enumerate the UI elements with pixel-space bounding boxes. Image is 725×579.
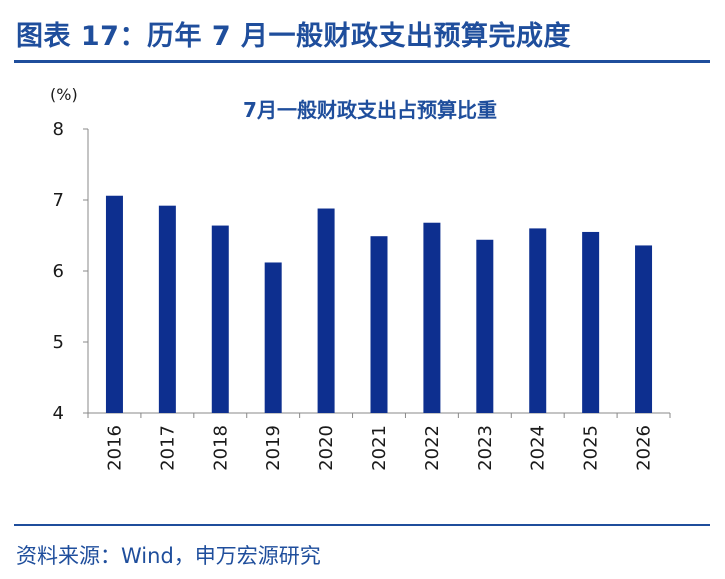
- bottom-divider: [14, 524, 710, 526]
- source-note: 资料来源：Wind，申万宏源研究: [16, 544, 321, 568]
- x-tick-label: 2016: [104, 425, 125, 471]
- bar-2023: [476, 239, 494, 413]
- bar-2024: [529, 228, 547, 413]
- x-tick-label: 2022: [422, 425, 443, 471]
- bar-2021: [370, 236, 388, 413]
- x-tick-label: 2021: [369, 425, 390, 471]
- bar-chart: 7月一般财政支出占预算比重 (%) 4 5 6 7 8 2016 2017 2018 2019…: [50, 85, 671, 471]
- x-tick-label: 2026: [634, 425, 655, 471]
- y-axis-unit-label: (%): [50, 85, 78, 104]
- bars-group: [105, 195, 653, 413]
- x-tick-label: 2018: [210, 425, 231, 471]
- x-tick-label: 2023: [475, 425, 496, 471]
- bar-2026: [635, 245, 653, 413]
- y-tick-label: 7: [53, 190, 64, 211]
- bar-2018: [211, 225, 229, 413]
- x-tick-labels: 2016 2017 2018 2019 2020 2021 2022 2023 2024 2025…: [104, 425, 654, 471]
- top-divider: [14, 60, 710, 63]
- bar-2019: [264, 262, 282, 413]
- y-tick-label: 5: [53, 332, 64, 353]
- x-tick-label: 2017: [157, 425, 178, 471]
- y-tick-label: 8: [53, 119, 64, 140]
- x-tick-label: 2024: [528, 425, 549, 471]
- bar-2020: [317, 208, 335, 413]
- bar-2016: [105, 195, 123, 413]
- y-tick-labels: 4 5 6 7 8: [53, 119, 64, 424]
- y-tick-label: 4: [53, 403, 64, 424]
- y-tick-label: 6: [53, 261, 64, 282]
- x-tick-label: 2020: [316, 425, 337, 471]
- x-tick-label: 2025: [581, 425, 602, 471]
- bar-2025: [582, 231, 600, 413]
- chart-title: 7月一般财政支出占预算比重: [243, 98, 497, 122]
- bar-2022: [423, 222, 441, 413]
- figure-title: 图表 17：历年 7 月一般财政支出预算完成度: [16, 21, 572, 52]
- bar-2017: [158, 205, 176, 413]
- x-tick-label: 2019: [263, 425, 284, 471]
